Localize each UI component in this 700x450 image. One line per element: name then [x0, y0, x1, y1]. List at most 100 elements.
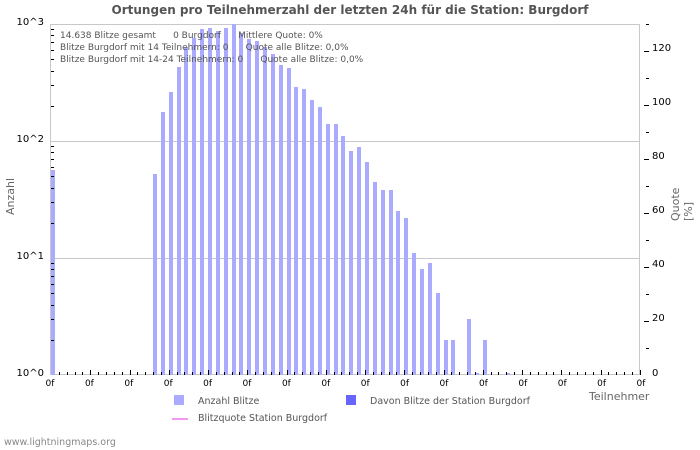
- y-minor-tick: [51, 222, 54, 224]
- x-minor-tick: [357, 372, 359, 375]
- x-tick-label: 0f: [45, 379, 55, 389]
- x-minor-tick: [616, 372, 618, 375]
- y-minor-tick: [51, 85, 54, 87]
- y-minor-tick: [51, 263, 54, 265]
- bar: [482, 339, 487, 375]
- bar: [451, 339, 456, 375]
- x-minor-tick: [537, 372, 539, 375]
- legend-swatch-anzahl-blitze: [174, 395, 184, 405]
- x-tick-label: 0f: [557, 379, 567, 389]
- x-minor-tick: [137, 372, 139, 375]
- bar: [404, 217, 409, 375]
- x-minor-tick: [208, 370, 209, 375]
- legend-label-station-blitze: Davon Blitze der Station Burgdorf: [370, 396, 530, 407]
- x-minor-tick: [569, 372, 571, 375]
- x-minor-tick: [333, 372, 335, 375]
- x-minor-tick: [451, 372, 453, 375]
- y-right-tick-80: 80: [652, 151, 665, 162]
- bar: [467, 319, 472, 375]
- y-right-tick: [644, 105, 649, 106]
- bar: [357, 146, 362, 375]
- bar: [294, 86, 299, 375]
- x-minor-tick: [239, 372, 241, 375]
- y-minor-tick: [51, 59, 54, 61]
- bar: [506, 373, 511, 375]
- y-minor-tick: [51, 176, 54, 178]
- bar: [443, 339, 448, 375]
- y-minor-tick: [51, 152, 54, 154]
- x-minor-tick: [498, 372, 500, 375]
- y-left-tick-100: 10^2: [16, 134, 44, 145]
- y-minor-tick: [51, 146, 54, 148]
- y-right-tick-120: 120: [652, 43, 672, 54]
- bar: [176, 66, 181, 375]
- y-minor-tick: [51, 283, 54, 285]
- x-minor-tick: [459, 372, 461, 375]
- bar: [333, 123, 338, 375]
- x-minor-tick: [153, 372, 155, 375]
- x-minor-tick: [90, 370, 92, 375]
- x-minor-tick: [270, 372, 272, 375]
- bar: [270, 54, 275, 375]
- y-minor-tick: [51, 269, 54, 271]
- bar: [153, 174, 158, 375]
- x-minor-tick: [192, 372, 194, 375]
- x-minor-tick: [82, 372, 84, 375]
- bar: [474, 373, 479, 375]
- y-right-tick: [644, 51, 649, 52]
- x-minor-tick: [576, 372, 578, 375]
- x-tick-label: 0f: [597, 379, 607, 389]
- y-right-tick-20: 20: [652, 313, 665, 324]
- stats-info: 14.638 Blitze gesamt 0 Burgdorf Mittlere…: [60, 30, 363, 66]
- x-minor-tick: [105, 372, 107, 375]
- bar: [372, 181, 377, 375]
- y-minor-tick: [51, 49, 54, 51]
- x-minor-tick: [113, 372, 115, 375]
- x-minor-tick: [168, 370, 170, 375]
- bar: [412, 253, 417, 375]
- y-minor-tick: [51, 42, 54, 44]
- x-minor-tick: [98, 372, 100, 375]
- x-minor-tick: [278, 372, 280, 375]
- x-minor-tick: [427, 372, 429, 375]
- x-minor-tick: [561, 370, 563, 375]
- bar: [435, 293, 440, 375]
- y-left-tick-1000: 10^3: [16, 17, 44, 28]
- legend-label-anzahl-blitze: Anzahl Blitze: [198, 396, 260, 407]
- x-tick-label: 0f: [84, 379, 94, 389]
- y-right-tick: [644, 321, 649, 322]
- x-tick-label: 0f: [400, 379, 410, 389]
- x-minor-tick: [349, 372, 351, 375]
- x-tick-label: 0f: [124, 379, 134, 389]
- x-minor-tick: [317, 372, 319, 375]
- bar: [310, 99, 315, 375]
- y-right-tick: [646, 186, 649, 187]
- y-right-tick-0: 0: [652, 368, 659, 379]
- x-minor-tick: [255, 372, 257, 375]
- x-minor-tick: [294, 372, 296, 375]
- bar: [419, 269, 424, 375]
- x-minor-tick: [467, 372, 469, 375]
- x-minor-tick: [631, 372, 633, 375]
- x-minor-tick: [412, 372, 414, 375]
- x-minor-tick: [58, 372, 60, 375]
- bar: [317, 107, 322, 375]
- x-minor-tick: [302, 372, 304, 375]
- legend-swatch-blitzquote: [172, 418, 188, 420]
- x-minor-tick: [506, 372, 508, 375]
- stats-line-1: 14.638 Blitze gesamt 0 Burgdorf Mittlere…: [60, 31, 323, 41]
- x-minor-tick: [310, 372, 312, 375]
- x-minor-tick: [262, 372, 264, 375]
- y-right-tick-100: 100: [652, 97, 672, 108]
- y-axis-title-right: Quote [%]: [669, 187, 695, 221]
- x-minor-tick: [145, 372, 147, 375]
- x-minor-tick: [624, 372, 626, 375]
- y-minor-tick: [51, 339, 54, 341]
- bar: [365, 162, 369, 375]
- x-minor-tick: [529, 372, 531, 375]
- x-tick-label: 0f: [321, 379, 331, 389]
- bar: [200, 29, 205, 375]
- x-axis-title: Teilnehmer: [589, 390, 650, 403]
- x-minor-tick: [176, 372, 178, 375]
- y-left-tick-1: 10^0: [16, 368, 44, 379]
